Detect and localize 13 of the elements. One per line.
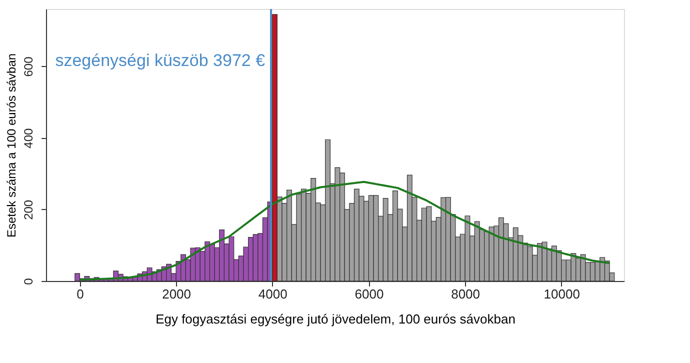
y-tick-label: 600 xyxy=(22,56,36,77)
x-tick-label: 8000 xyxy=(451,286,480,302)
x-axis-title: Egy fogyasztási egységre jutó jövedelem, 100 eurós sávokban xyxy=(156,312,516,326)
y-tick-label: 400 xyxy=(22,128,36,148)
x-tick-label: 0 xyxy=(76,286,84,302)
y-tick-label: 0 xyxy=(22,278,36,285)
x-tick-label: 4000 xyxy=(258,286,288,302)
ref-line-label: szegénységi küszöb 3972 € xyxy=(55,51,266,70)
x-tick-label: 2000 xyxy=(162,286,192,302)
x-tick-label: 10000 xyxy=(544,286,580,302)
y-tick-label: 200 xyxy=(22,200,36,220)
x-tick-label: 6000 xyxy=(354,286,384,302)
y-axis-title: Esetek száma a 100 eurós sávban xyxy=(4,53,18,238)
